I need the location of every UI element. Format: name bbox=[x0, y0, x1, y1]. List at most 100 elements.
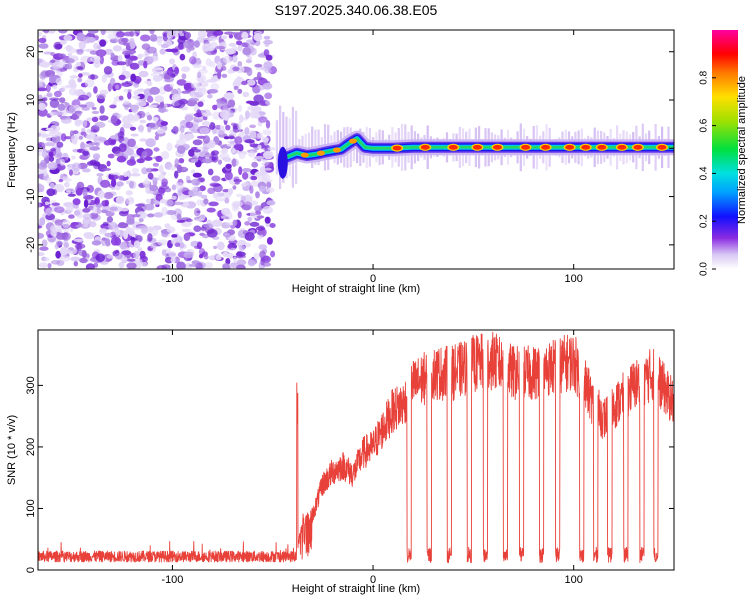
noise-blob bbox=[92, 206, 98, 214]
noise-blob bbox=[70, 134, 78, 144]
noise-blob bbox=[50, 260, 61, 265]
noise-blob bbox=[38, 152, 42, 157]
noise-blob bbox=[148, 122, 160, 130]
noise-blob bbox=[131, 214, 141, 218]
noise-blob bbox=[254, 135, 265, 139]
noise-blob bbox=[176, 261, 186, 269]
noise-blob bbox=[58, 53, 66, 58]
noise-blob bbox=[209, 182, 220, 188]
noise-blob bbox=[236, 40, 243, 46]
noise-blob bbox=[215, 254, 222, 261]
noise-blob bbox=[258, 116, 268, 123]
noise-blob bbox=[38, 94, 43, 100]
noise-blob bbox=[73, 238, 84, 242]
noise-blob bbox=[125, 196, 135, 205]
noise-blob bbox=[76, 181, 85, 190]
noise-blob bbox=[189, 56, 197, 65]
noise-blob bbox=[110, 115, 118, 124]
colorbar-tick-label-2: 0.4 bbox=[699, 166, 710, 180]
noise-blob bbox=[249, 110, 259, 118]
noise-blob bbox=[145, 138, 156, 148]
colorbar-tick-label-0: 0.0 bbox=[699, 262, 710, 276]
noise-blob bbox=[264, 216, 271, 224]
noise-blob bbox=[100, 260, 109, 265]
noise-blob bbox=[137, 125, 144, 132]
noise-blob bbox=[89, 56, 101, 63]
noise-blob bbox=[130, 73, 137, 82]
noise-blob bbox=[207, 187, 216, 195]
noise-blob bbox=[131, 106, 139, 113]
noise-blob bbox=[147, 233, 153, 242]
noise-blob bbox=[147, 56, 154, 64]
noise-blob bbox=[232, 200, 243, 207]
noise-blob bbox=[241, 31, 249, 40]
noise-blob bbox=[157, 38, 163, 46]
noise-blob bbox=[112, 45, 123, 52]
ridge-onset-blob bbox=[277, 146, 288, 179]
noise-blob bbox=[127, 89, 132, 93]
noise-blob bbox=[45, 127, 55, 131]
noise-blob bbox=[91, 106, 97, 110]
noise-blob bbox=[38, 87, 48, 92]
noise-blob bbox=[121, 250, 132, 255]
noise-blob bbox=[244, 221, 251, 226]
noise-blob bbox=[202, 115, 208, 121]
noise-blob bbox=[263, 35, 271, 40]
spectrogram-y-tick-label-4: 20 bbox=[25, 46, 37, 58]
noise-blob bbox=[90, 74, 95, 80]
spectrogram-x-tick-label-1: 0 bbox=[370, 273, 376, 285]
noise-blob bbox=[192, 63, 202, 69]
noise-blob bbox=[81, 250, 87, 259]
noise-blob bbox=[39, 61, 51, 68]
noise-blob bbox=[60, 133, 67, 142]
noise-blob bbox=[156, 128, 166, 134]
colorbar-tick-label-1: 0.2 bbox=[699, 214, 710, 228]
noise-blob bbox=[83, 232, 94, 238]
noise-blob bbox=[104, 238, 111, 246]
noise-blob bbox=[252, 84, 261, 94]
noise-blob bbox=[83, 199, 89, 209]
noise-blob bbox=[46, 92, 53, 97]
noise-blob bbox=[170, 48, 179, 53]
noise-blob bbox=[206, 47, 215, 52]
noise-blob bbox=[60, 246, 68, 256]
noise-blob bbox=[114, 150, 125, 157]
noise-blob bbox=[107, 33, 117, 40]
noise-blob bbox=[123, 230, 129, 240]
noise-blob bbox=[231, 147, 236, 154]
noise-blob bbox=[78, 94, 90, 101]
noise-blob bbox=[265, 187, 275, 193]
noise-blob bbox=[162, 32, 169, 42]
noise-blob bbox=[231, 158, 237, 168]
noise-blob bbox=[192, 139, 203, 146]
noise-blob bbox=[222, 103, 228, 112]
noise-blob bbox=[109, 104, 117, 109]
noise-blob bbox=[245, 59, 252, 64]
noise-blob bbox=[130, 236, 136, 241]
snr-y-tick-label-3: 300 bbox=[25, 376, 37, 394]
noise-blob bbox=[79, 257, 88, 264]
noise-blob bbox=[66, 63, 73, 70]
noise-blob bbox=[242, 47, 252, 56]
noise-blob bbox=[177, 145, 186, 154]
noise-blob bbox=[262, 205, 273, 214]
noise-blob bbox=[158, 104, 166, 114]
noise-blob bbox=[139, 138, 147, 142]
noise-blob bbox=[267, 146, 276, 151]
noise-blob bbox=[215, 124, 222, 130]
noise-blob bbox=[38, 31, 42, 37]
noise-blob bbox=[176, 213, 182, 221]
noise-blob bbox=[69, 75, 79, 79]
noise-blob bbox=[118, 175, 124, 181]
noise-blob bbox=[149, 30, 155, 35]
noise-blob bbox=[109, 174, 119, 180]
ridge-hotspots bbox=[300, 138, 668, 158]
ridge-streak bbox=[285, 116, 288, 179]
noise-blob bbox=[126, 218, 135, 225]
noise-blob bbox=[159, 199, 167, 204]
noise-blob bbox=[263, 150, 274, 160]
noise-blob bbox=[147, 213, 155, 218]
noise-blob bbox=[45, 207, 53, 216]
noise-blob bbox=[98, 115, 109, 121]
noise-blob bbox=[264, 42, 270, 47]
